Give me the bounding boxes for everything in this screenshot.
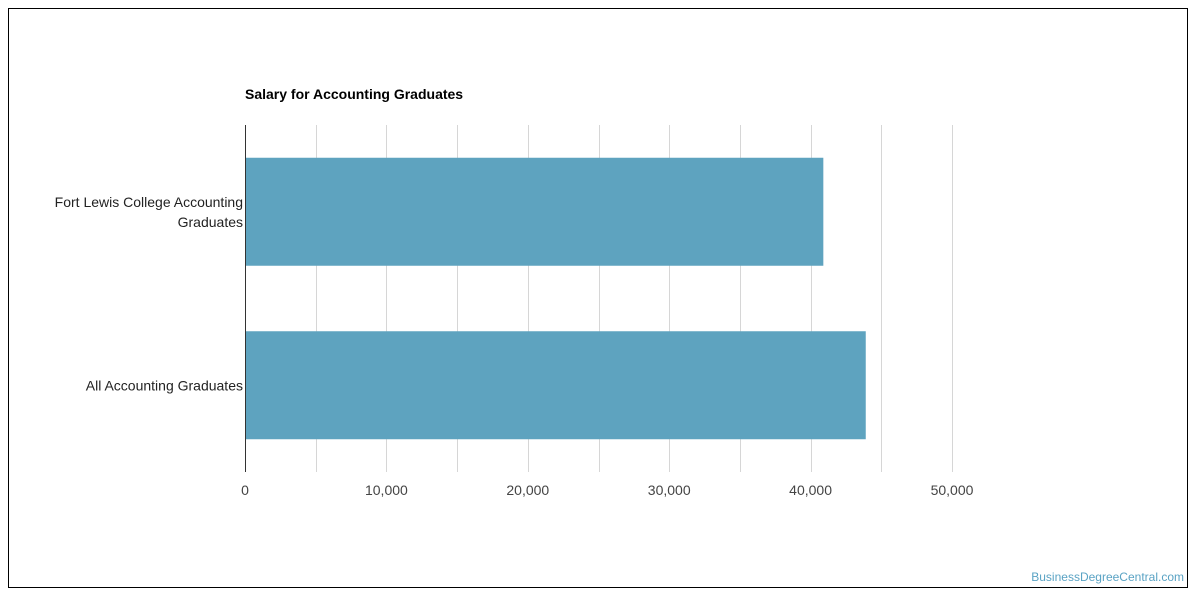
bar — [245, 157, 824, 266]
chart-title: Salary for Accounting Graduates — [245, 86, 463, 102]
x-tick-label: 30,000 — [648, 482, 691, 498]
bars — [245, 157, 866, 440]
category-label: All Accounting Graduates — [86, 377, 243, 393]
x-tick-label: 50,000 — [931, 482, 974, 498]
category-labels: Fort Lewis College Accounting Graduates Al… — [55, 194, 243, 394]
watermark-link[interactable]: BusinessDegreeCentral.com — [1031, 570, 1184, 584]
x-tick-label: 0 — [241, 482, 249, 498]
chart-frame — [8, 8, 1188, 588]
x-tick-label: 20,000 — [506, 482, 549, 498]
x-tick-label: 40,000 — [789, 482, 832, 498]
x-tick-labels: 0 10,000 20,000 30,000 40,000 50,000 — [241, 482, 974, 498]
x-tick-label: 10,000 — [365, 482, 408, 498]
bar — [245, 331, 866, 440]
category-label: Fort Lewis College Accounting Graduates — [55, 194, 243, 230]
